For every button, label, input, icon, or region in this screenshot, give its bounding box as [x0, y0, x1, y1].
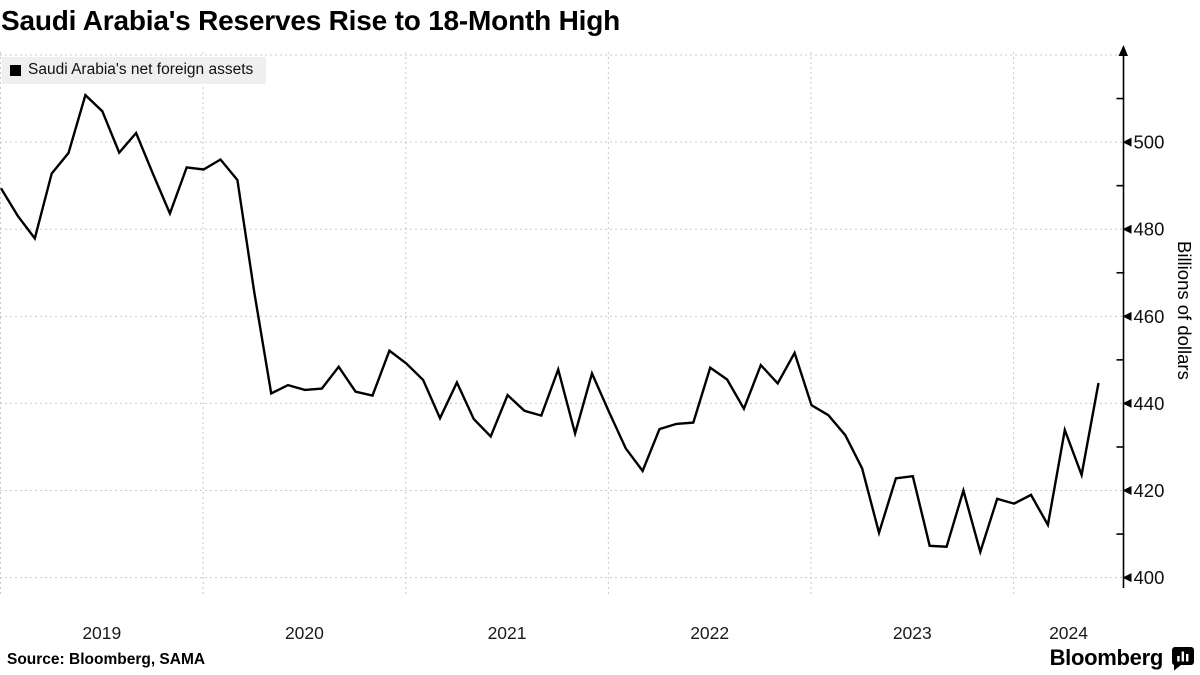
y-axis-tick-label: 460 — [1134, 306, 1165, 327]
x-axis-year-label: 2019 — [82, 623, 121, 643]
bloomberg-logo: Bloomberg — [1050, 645, 1195, 671]
y-axis-major-tick-icon — [1122, 137, 1132, 147]
y-axis-major-tick-icon — [1122, 486, 1132, 496]
y-axis-major-tick-icon — [1122, 573, 1132, 583]
x-axis-year-label: 2022 — [690, 623, 729, 643]
source-note: Source: Bloomberg, SAMA — [7, 651, 206, 668]
legend-label: Saudi Arabia's net foreign assets — [28, 61, 254, 78]
x-axis-year-label: 2023 — [893, 623, 932, 643]
y-axis-tick-label: 500 — [1134, 132, 1165, 153]
y-axis-top-arrow-icon — [1118, 45, 1128, 56]
y-axis-tick-label: 420 — [1134, 480, 1165, 501]
bloomberg-logo-text: Bloomberg — [1049, 645, 1164, 670]
y-axis-tick-label: 400 — [1134, 567, 1165, 588]
legend-swatch-icon — [10, 64, 21, 76]
y-axis-major-tick-icon — [1122, 398, 1132, 408]
y-axis-title: Billions of dollars — [1174, 240, 1195, 380]
y-axis-tick-label: 480 — [1134, 219, 1165, 240]
legend: Saudi Arabia's net foreign assets — [2, 57, 267, 84]
bloomberg-chart-bubble-icon — [1171, 646, 1194, 670]
data-series-line — [0, 92, 1100, 557]
y-axis-tick-label: 440 — [1134, 393, 1165, 414]
x-axis-year-label: 2020 — [285, 623, 324, 643]
y-axis-major-tick-icon — [1122, 224, 1132, 234]
x-axis-year-label: 2021 — [488, 623, 527, 643]
y-axis-major-tick-icon — [1122, 311, 1132, 321]
x-axis-year-label: 2024 — [1049, 623, 1088, 643]
chart-title: Saudi Arabia's Reserves Rise to 18-Month… — [1, 5, 621, 36]
